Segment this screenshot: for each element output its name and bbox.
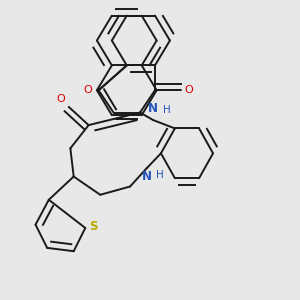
Text: N: N	[148, 102, 158, 115]
Text: O: O	[57, 94, 65, 103]
Text: O: O	[185, 85, 194, 95]
Text: H: H	[163, 105, 170, 115]
Text: S: S	[89, 220, 98, 233]
Text: O: O	[84, 85, 93, 95]
Text: H: H	[156, 170, 164, 180]
Text: N: N	[142, 170, 152, 183]
